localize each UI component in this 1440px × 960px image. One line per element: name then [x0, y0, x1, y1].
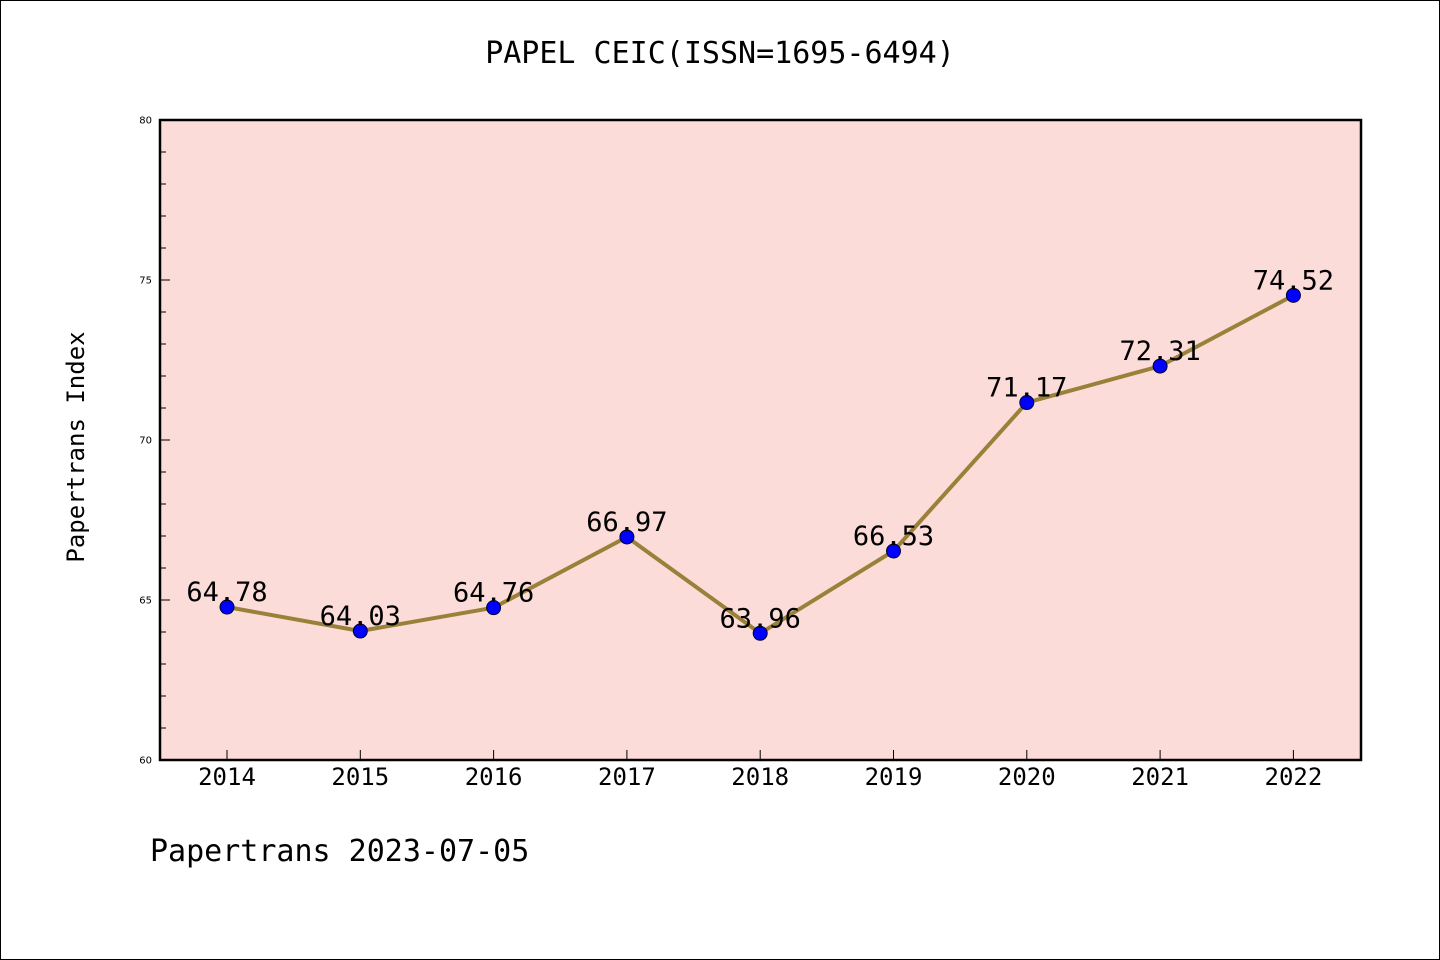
- plot-area: [160, 120, 1361, 760]
- data-point: [1019, 395, 1035, 411]
- footer-text: Papertrans 2023-07-05: [150, 834, 530, 869]
- data-point: [1152, 358, 1168, 374]
- data-label: 74.52: [1253, 265, 1334, 296]
- x-tick-label: 2021: [1131, 763, 1189, 791]
- data-point: [619, 529, 635, 545]
- plot-border: [158, 118, 1363, 762]
- x-tick-label: 2016: [465, 763, 523, 791]
- chart-title: PAPEL CEIC(ISSN=1695-6494): [485, 36, 955, 71]
- data-label: 66.53: [853, 521, 934, 552]
- x-tick-label: 2017: [598, 763, 656, 791]
- data-point: [752, 625, 768, 641]
- data-label: 71.17: [986, 373, 1067, 404]
- data-label: 72.31: [1119, 336, 1200, 367]
- data-point: [1285, 287, 1301, 303]
- x-tick-label: 2014: [198, 763, 256, 791]
- data-point: [352, 623, 368, 639]
- y-tick-label: 75: [139, 276, 152, 287]
- y-tick-label: 80: [139, 116, 152, 127]
- y-tick-label: 65: [139, 596, 152, 607]
- x-tick-label: 2022: [1265, 763, 1323, 791]
- data-point: [219, 599, 235, 615]
- x-tick-label: 2015: [331, 763, 389, 791]
- x-tick-label: 2019: [865, 763, 923, 791]
- x-tick-label: 2020: [998, 763, 1056, 791]
- data-point: [486, 600, 502, 616]
- y-tick-label: 60: [139, 756, 152, 767]
- data-point: [886, 543, 901, 559]
- x-tick-label: 2018: [731, 763, 789, 791]
- data-label: 64.76: [453, 578, 534, 609]
- data-label: 64.03: [320, 601, 401, 632]
- data-label: 66.97: [586, 507, 667, 538]
- y-tick-label: 70: [139, 436, 152, 447]
- data-label: 64.78: [186, 577, 267, 608]
- data-label: 63.96: [720, 603, 801, 634]
